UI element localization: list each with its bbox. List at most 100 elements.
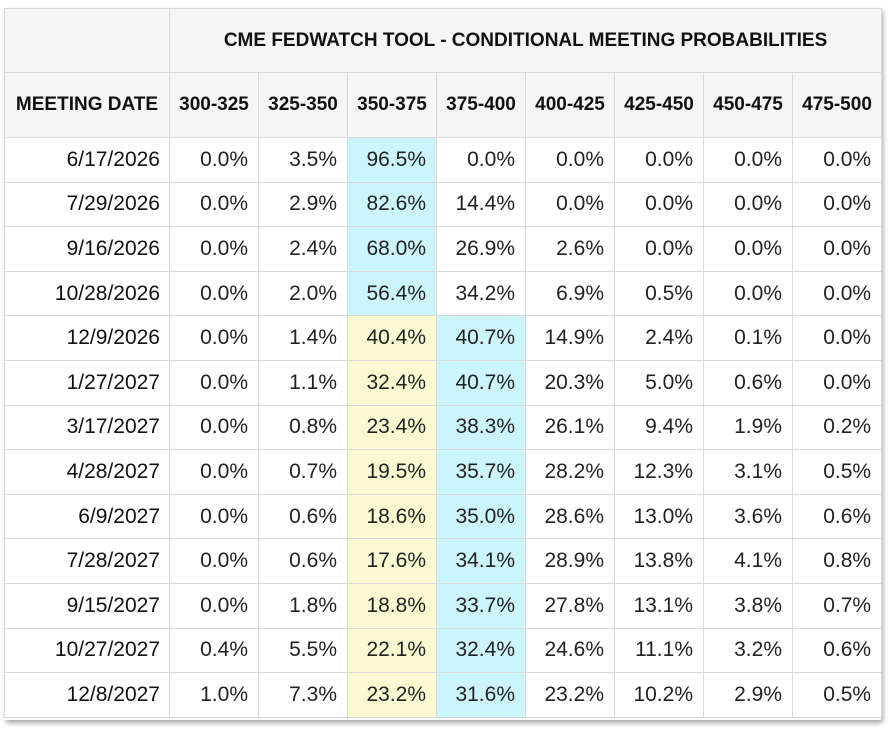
probability-table-panel: CME FEDWATCH TOOL - CONDITIONAL MEETING … — [4, 8, 883, 720]
meeting-date-cell: 10/27/2027 — [4, 627, 170, 674]
meeting-date-cell: 1/27/2027 — [4, 359, 170, 406]
probability-cell: 12.3% — [614, 449, 704, 495]
probability-cell: 0.0% — [169, 315, 259, 361]
probability-cell: 38.3% — [436, 404, 526, 451]
probability-cell: 19.5% — [347, 449, 437, 495]
rate-range-header: 325-350 — [258, 72, 348, 138]
probability-cell: 1.9% — [703, 404, 793, 451]
probability-cell: 0.0% — [791, 226, 883, 272]
probability-cell: 82.6% — [347, 181, 437, 228]
probability-cell: 96.5% — [347, 137, 437, 183]
probability-cell: 0.0% — [791, 270, 883, 317]
meeting-date-cell: 10/28/2026 — [4, 270, 170, 317]
probability-table: CME FEDWATCH TOOL - CONDITIONAL MEETING … — [4, 8, 883, 718]
rate-range-header: 350-375 — [347, 72, 437, 138]
table-row: 6/9/2027 0.0% 0.6% 18.6% 35.0% 28.6% 13.0% 3.6%… — [4, 493, 883, 540]
meeting-date-cell: 12/9/2026 — [4, 315, 170, 361]
probability-cell: 0.7% — [791, 582, 883, 629]
probability-cell: 0.0% — [614, 226, 704, 272]
table-title: CME FEDWATCH TOOL - CONDITIONAL MEETING … — [168, 8, 883, 73]
probability-cell: 27.8% — [525, 582, 615, 629]
probability-cell: 0.0% — [169, 538, 259, 584]
probability-cell: 0.0% — [614, 137, 704, 183]
probability-cell: 28.6% — [525, 493, 615, 540]
table-row: 9/15/2027 0.0% 1.8% 18.8% 33.7% 27.8% 13.1% 3.8… — [4, 582, 883, 629]
probability-cell: 0.6% — [791, 627, 883, 674]
meeting-date-cell: 3/17/2027 — [4, 404, 170, 451]
probability-cell: 1.4% — [258, 315, 348, 361]
probability-cell: 23.4% — [347, 404, 437, 451]
probability-cell: 0.4% — [169, 627, 259, 674]
probability-cell: 32.4% — [436, 627, 526, 674]
probability-cell: 2.0% — [258, 270, 348, 317]
probability-cell: 0.0% — [525, 137, 615, 183]
probability-cell: 0.0% — [703, 270, 793, 317]
probability-cell: 33.7% — [436, 582, 526, 629]
probability-cell: 20.3% — [525, 359, 615, 406]
probability-cell: 0.0% — [791, 181, 883, 228]
probability-cell: 40.7% — [436, 359, 526, 406]
corner-cell — [4, 8, 170, 73]
probability-cell: 1.8% — [258, 582, 348, 629]
table-row: 3/17/2027 0.0% 0.8% 23.4% 38.3% 26.1% 9.4% 1.9%… — [4, 404, 883, 451]
probability-cell: 2.9% — [703, 672, 793, 718]
probability-cell: 0.6% — [258, 493, 348, 540]
table-row: 10/28/2026 0.0% 2.0% 56.4% 34.2% 6.9% 0.5% 0.0%… — [4, 270, 883, 317]
probability-cell: 0.6% — [258, 538, 348, 584]
probability-cell: 26.9% — [436, 226, 526, 272]
probability-cell: 10.2% — [614, 672, 704, 718]
probability-cell: 0.2% — [791, 404, 883, 451]
meeting-date-cell: 7/29/2026 — [4, 181, 170, 228]
probability-cell: 3.8% — [703, 582, 793, 629]
rate-range-header: 425-450 — [614, 72, 704, 138]
table-row: 7/28/2027 0.0% 0.6% 17.6% 34.1% 28.9% 13.8% 4.1… — [4, 538, 883, 584]
probability-cell: 0.0% — [169, 404, 259, 451]
probability-cell: 0.0% — [169, 270, 259, 317]
probability-cell: 0.6% — [791, 493, 883, 540]
table-row: 4/28/2027 0.0% 0.7% 19.5% 35.7% 28.2% 12.3% 3.1… — [4, 449, 883, 495]
probability-cell: 2.4% — [614, 315, 704, 361]
rate-range-header: 475-500 — [791, 72, 883, 138]
probability-cell: 2.9% — [258, 181, 348, 228]
probability-cell: 23.2% — [525, 672, 615, 718]
probability-cell: 26.1% — [525, 404, 615, 451]
probability-cell: 5.0% — [614, 359, 704, 406]
table-row: 12/9/2026 0.0% 1.4% 40.4% 40.7% 14.9% 2.4% 0.1%… — [4, 315, 883, 361]
rate-range-header: 450-475 — [703, 72, 793, 138]
meeting-date-cell: 12/8/2027 — [4, 672, 170, 718]
meeting-date-cell: 7/28/2027 — [4, 538, 170, 584]
probability-cell: 0.6% — [703, 359, 793, 406]
probability-cell: 0.7% — [258, 449, 348, 495]
probability-cell: 0.0% — [791, 137, 883, 183]
probability-cell: 40.4% — [347, 315, 437, 361]
probability-cell: 34.2% — [436, 270, 526, 317]
probability-cell: 0.0% — [169, 493, 259, 540]
probability-cell: 0.1% — [703, 315, 793, 361]
probability-cell: 3.2% — [703, 627, 793, 674]
probability-cell: 7.3% — [258, 672, 348, 718]
probability-cell: 1.1% — [258, 359, 348, 406]
probability-cell: 0.0% — [169, 137, 259, 183]
probability-cell: 24.6% — [525, 627, 615, 674]
probability-cell: 9.4% — [614, 404, 704, 451]
probability-cell: 3.1% — [703, 449, 793, 495]
probability-cell: 68.0% — [347, 226, 437, 272]
probability-cell: 0.0% — [169, 226, 259, 272]
probability-cell: 0.0% — [525, 181, 615, 228]
probability-cell: 0.8% — [791, 538, 883, 584]
probability-cell: 23.2% — [347, 672, 437, 718]
probability-cell: 11.1% — [614, 627, 704, 674]
probability-cell: 18.6% — [347, 493, 437, 540]
probability-cell: 0.5% — [614, 270, 704, 317]
probability-cell: 34.1% — [436, 538, 526, 584]
rate-range-header: 375-400 — [436, 72, 526, 138]
table-row: 6/17/2026 0.0% 3.5% 96.5% 0.0% 0.0% 0.0% 0.0% 0.… — [4, 137, 883, 183]
probability-cell: 0.0% — [169, 181, 259, 228]
probability-cell: 6.9% — [525, 270, 615, 317]
probability-cell: 13.1% — [614, 582, 704, 629]
probability-cell: 0.0% — [791, 315, 883, 361]
rate-range-header: 300-325 — [169, 72, 259, 138]
probability-cell: 17.6% — [347, 538, 437, 584]
probability-cell: 0.0% — [791, 359, 883, 406]
meeting-date-header: MEETING DATE — [4, 72, 170, 138]
